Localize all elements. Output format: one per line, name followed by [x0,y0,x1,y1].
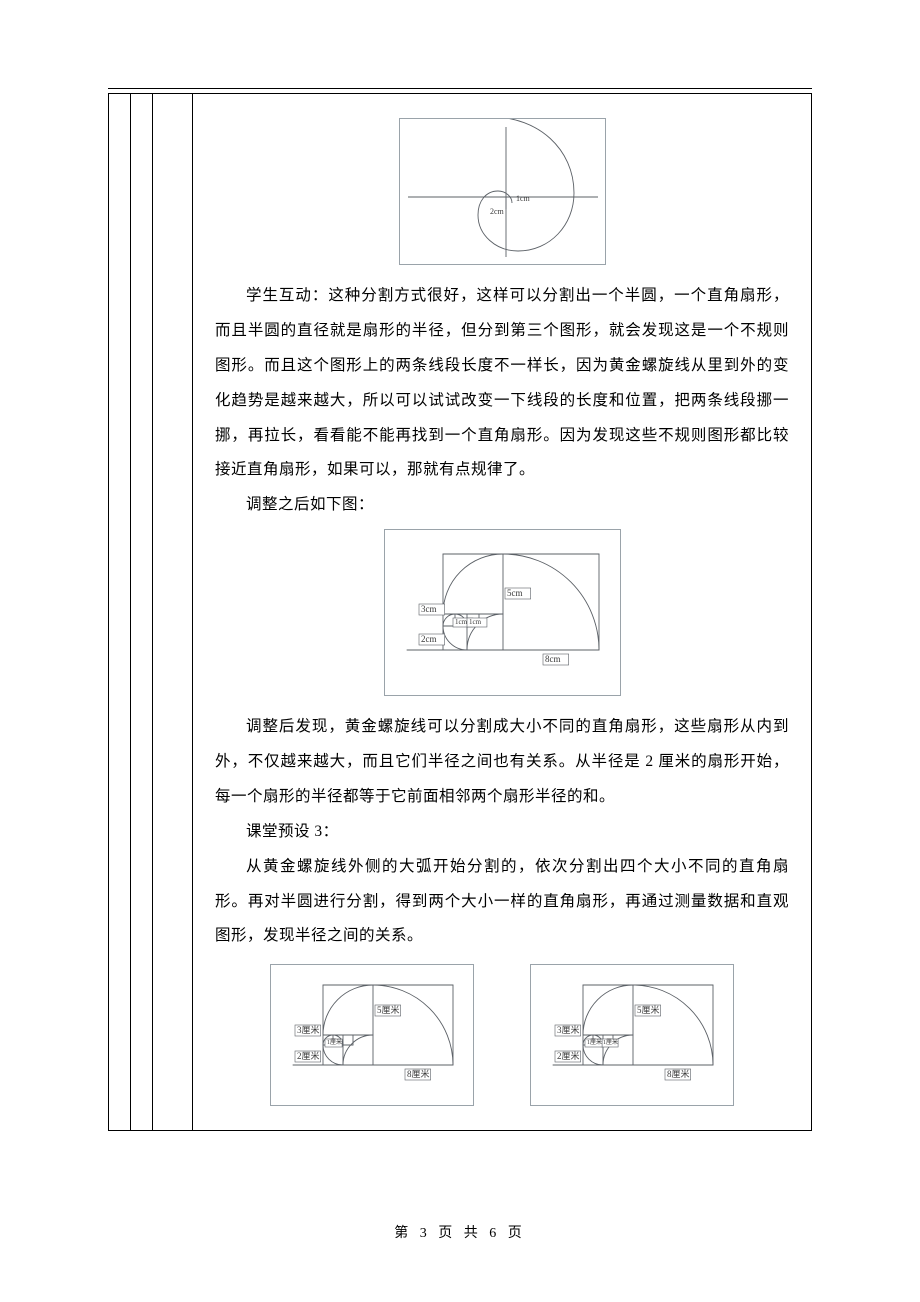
paragraph-1: 学生互动：这种分割方式很好，这样可以分割出一个半圆，一个直角扇形，而且半圆的直径… [215,279,789,488]
svg-text:5厘米: 5厘米 [637,1004,660,1015]
paragraph-3: 调整后发现，黄金螺旋线可以分割成大小不同的直角扇形，这些扇形从内到外，不仅越来越… [215,710,789,815]
svg-text:5厘米: 5厘米 [377,1004,400,1015]
svg-text:8厘米: 8厘米 [667,1068,690,1079]
svg-text:1cm: 1cm [469,618,482,626]
figure-pair: 5厘米3厘米2厘米1厘米8厘米 5厘米3厘米2厘米1厘米1厘米8厘米 [215,964,789,1106]
svg-text:3厘米: 3厘米 [297,1024,320,1035]
content-table: 1cm 2cm 学生互动：这种分割方式很好，这样可以分割出一个半圆，一个直角扇形，… [108,93,812,1131]
figure-2-box: 5cm 3cm 1cm1cm 2cm 8cm [384,529,621,696]
svg-text:1厘米: 1厘米 [603,1038,618,1046]
spiral-diagram-1: 1cm 2cm [400,119,605,264]
svg-text:8cm: 8cm [545,654,561,664]
figure-1-box: 1cm 2cm [399,118,606,265]
header-rule [108,88,812,89]
svg-text:2cm: 2cm [421,634,437,644]
figure-2: 5cm 3cm 1cm1cm 2cm 8cm [215,529,789,696]
gutter-col-2 [131,94,153,1131]
svg-text:2厘米: 2厘米 [557,1050,580,1061]
svg-text:1cm: 1cm [455,618,468,626]
paragraph-2: 调整之后如下图： [215,488,789,523]
svg-text:8厘米: 8厘米 [407,1068,430,1079]
svg-text:5cm: 5cm [507,588,523,598]
gutter-col-3 [153,94,193,1131]
page-footer: 第 3 页 共 6 页 [0,1222,920,1242]
svg-text:2cm: 2cm [490,207,505,216]
body-cell: 1cm 2cm 学生互动：这种分割方式很好，这样可以分割出一个半圆，一个直角扇形，… [193,94,812,1131]
spiral-diagram-2: 5cm 3cm 1cm1cm 2cm 8cm [385,530,620,695]
spiral-diagram-3: 5厘米 3厘米 2厘米 1厘米 8厘米 [271,965,473,1105]
svg-text:1厘米: 1厘米 [327,1038,342,1046]
svg-text:2厘米: 2厘米 [297,1050,320,1061]
svg-text:1cm: 1cm [516,194,531,203]
paragraph-4: 课堂预设 3： [215,815,789,850]
svg-text:1厘米: 1厘米 [587,1038,602,1046]
spiral-diagram-4: 5厘米 3厘米 2厘米 1厘米1厘米 8厘米 [531,965,733,1105]
page: 1cm 2cm 学生互动：这种分割方式很好，这样可以分割出一个半圆，一个直角扇形，… [0,0,920,1302]
svg-text:3厘米: 3厘米 [557,1024,580,1035]
svg-text:3cm: 3cm [421,604,437,614]
figure-1: 1cm 2cm [215,118,789,265]
gutter-col-1 [109,94,131,1131]
figure-3-box: 5厘米 3厘米 2厘米 1厘米 8厘米 [270,964,474,1106]
paragraph-5: 从黄金螺旋线外侧的大弧开始分割的，依次分割出四个大小不同的直角扇形。再对半圆进行… [215,850,789,955]
figure-4-box: 5厘米 3厘米 2厘米 1厘米1厘米 8厘米 [530,964,734,1106]
